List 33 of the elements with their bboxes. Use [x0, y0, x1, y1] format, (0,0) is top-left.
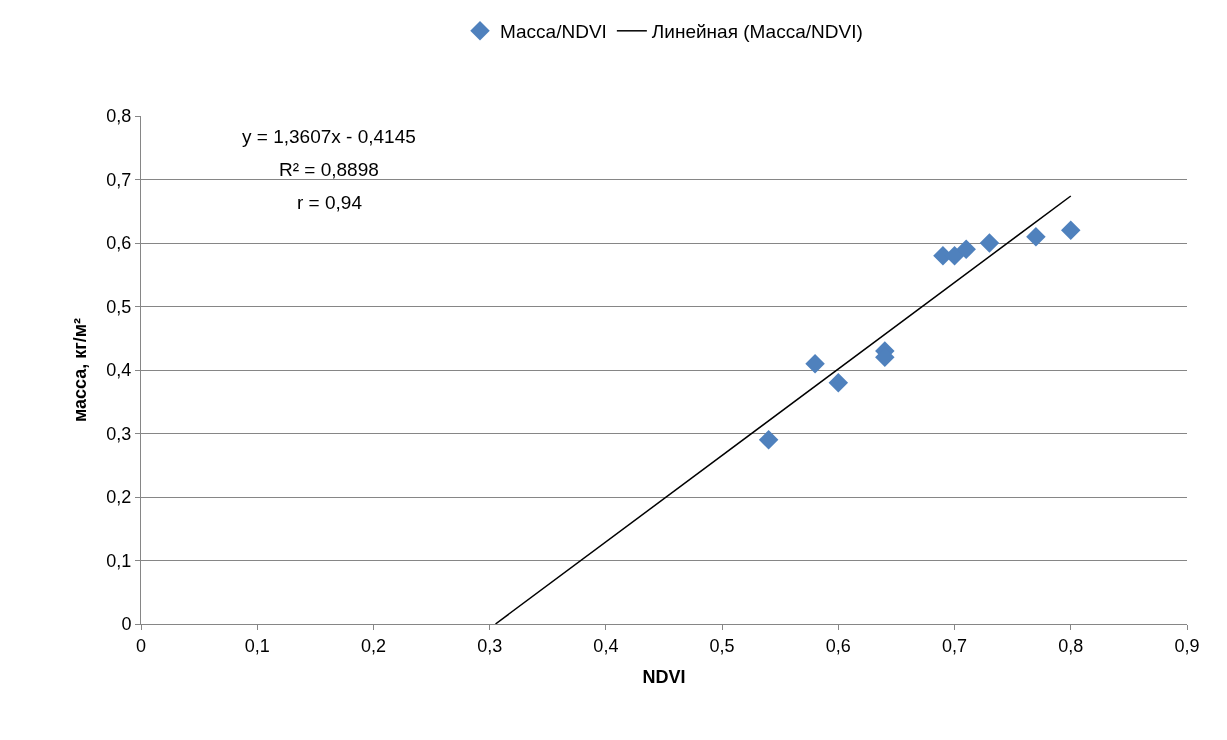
y-tick-label: 0,2 [106, 487, 132, 508]
x-tick-label: 0,4 [593, 635, 619, 656]
x-tick-label: 0,5 [709, 635, 735, 656]
point [1026, 226, 1046, 247]
x-tick-label: 0,7 [942, 635, 968, 656]
y-tick-label: 0,8 [106, 106, 132, 127]
point [805, 353, 825, 374]
annotation: R² = 0,8898 [279, 159, 379, 180]
point [979, 233, 1000, 253]
point [1061, 220, 1081, 241]
y-tick-label: 0,4 [106, 360, 132, 381]
y-tick-label: 0 [121, 614, 132, 635]
x-tick-label: 0,6 [825, 635, 851, 656]
x-tick-label: 0,2 [360, 635, 386, 656]
x-tick-label: 0,8 [1058, 635, 1084, 656]
x-axis-title: NDVI [642, 666, 686, 687]
y-tick-label: 0,5 [106, 296, 132, 317]
x-tick-label: 0,3 [477, 635, 503, 656]
x-tick-label: 0,1 [244, 635, 270, 656]
legend-label: Масса/NDVI [500, 21, 607, 43]
legend-label: Линейная (Масса/NDVI) [651, 21, 863, 43]
x-tick-label: 0 [135, 635, 147, 656]
y-tick-label: 0,7 [106, 169, 132, 190]
annotation: r = 0,94 [297, 192, 363, 213]
y-axis-title: масса, кг/м² [69, 317, 90, 423]
annotation: y = 1,3607x - 0,4145 [242, 126, 416, 147]
x-tick-label: 0,9 [1174, 635, 1200, 656]
point [758, 430, 779, 450]
y-tick-label: 0,1 [106, 550, 132, 571]
point [828, 372, 849, 393]
y-tick-label: 0,3 [106, 423, 132, 444]
y-tick-label: 0,6 [106, 233, 132, 254]
point [956, 239, 976, 260]
